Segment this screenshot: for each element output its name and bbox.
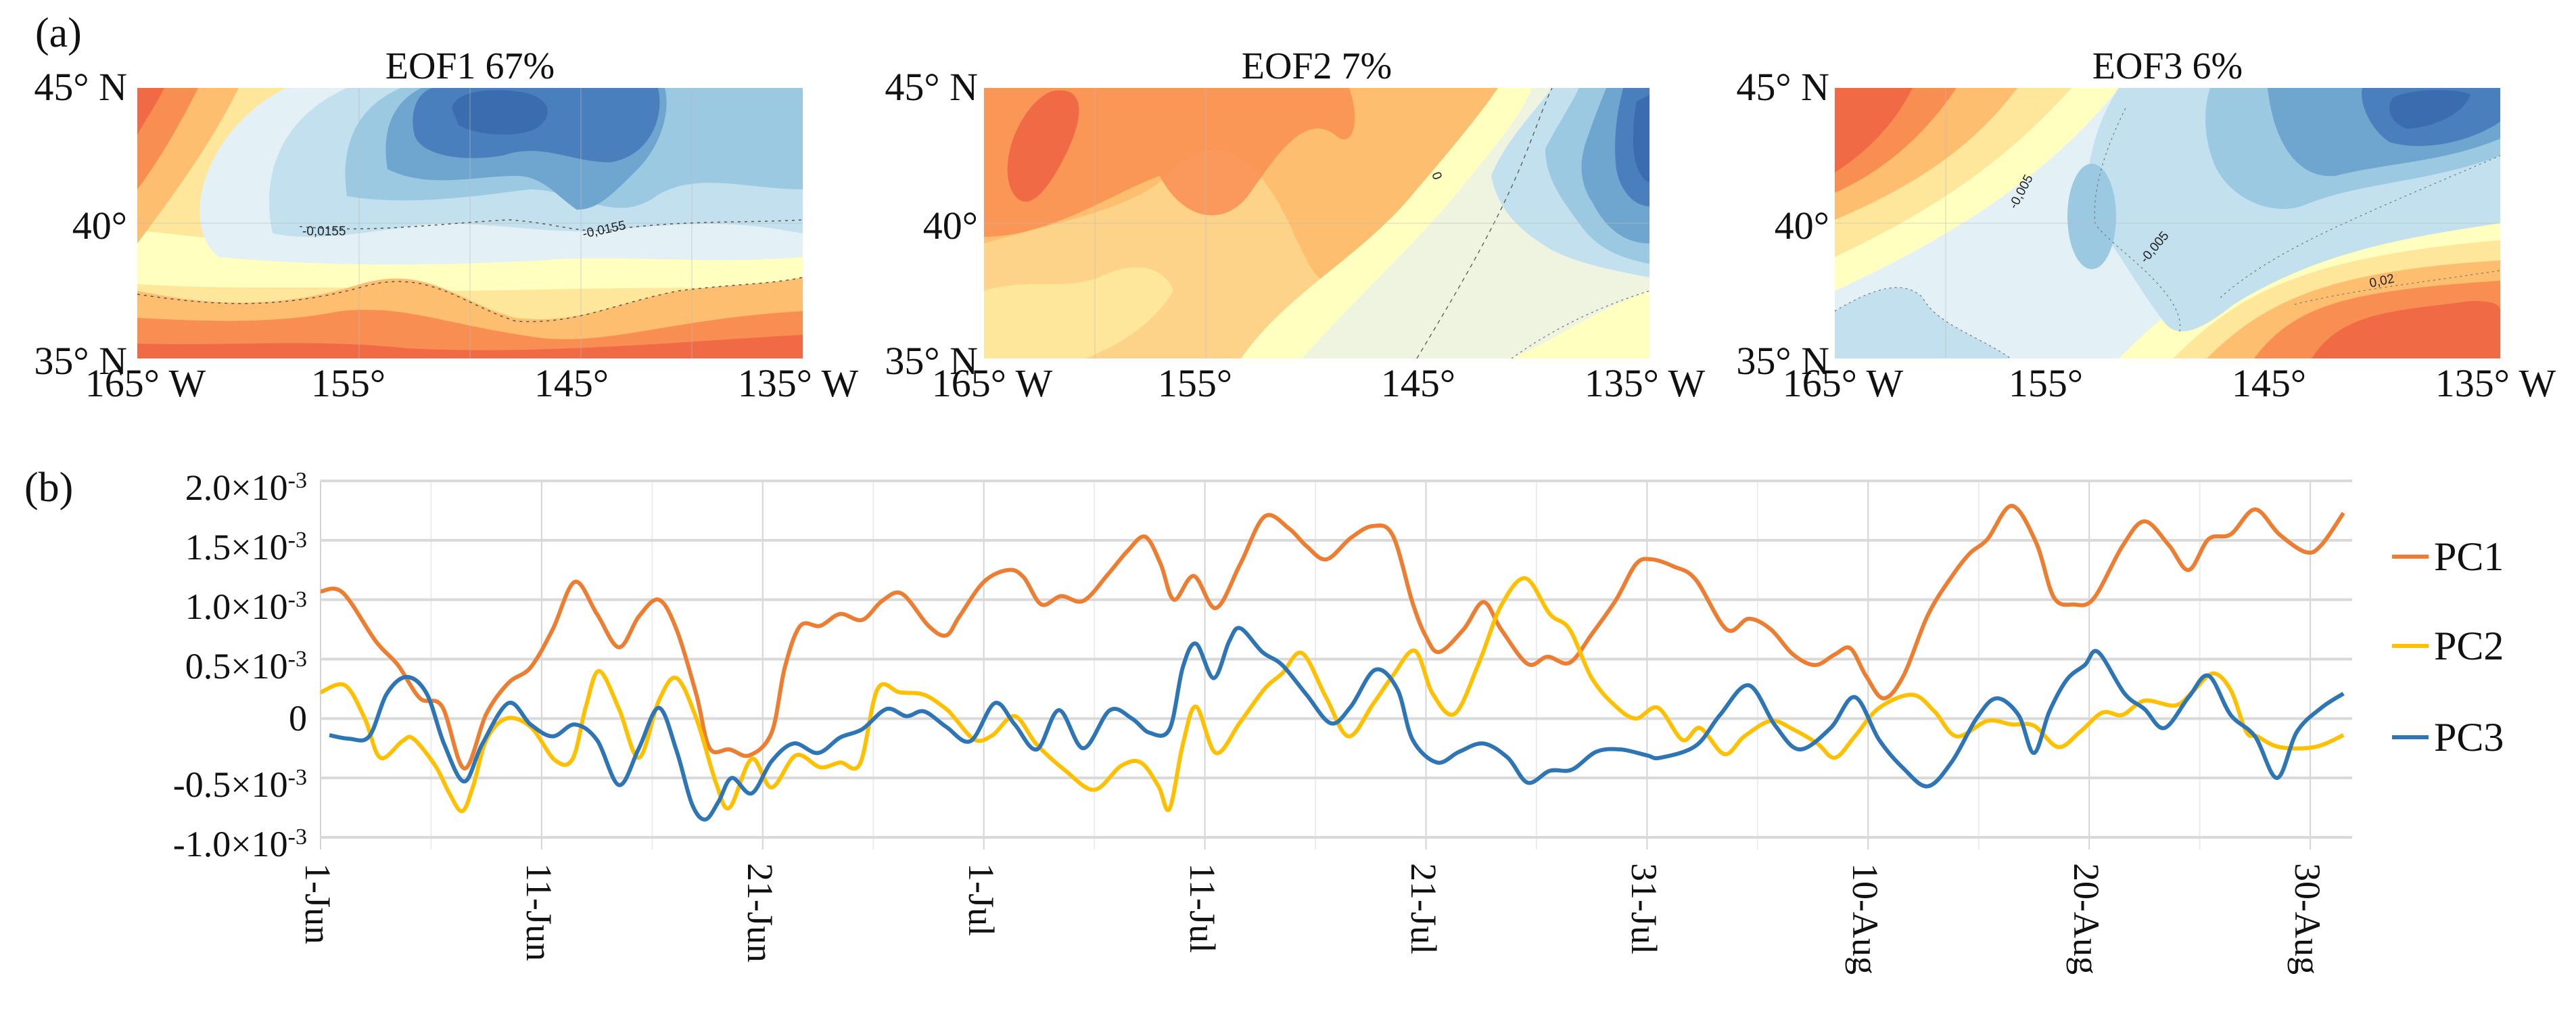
y-tick-base: 0.5×10: [185, 645, 288, 687]
y-tick-label: 0.5×10-3: [37, 641, 307, 684]
y-tick-base: 0: [289, 698, 307, 739]
lat-label-40: 40°: [922, 204, 978, 248]
eof3-title: EOF3 6%: [2092, 45, 2243, 87]
lon-label-145: 145°: [534, 361, 609, 405]
lat-label-35n: 35° N: [885, 339, 978, 383]
eof3-contour-plot: -0,005 -0,005 0,02: [1835, 88, 2500, 358]
y-tick-base: -1.0×10: [172, 824, 288, 864]
eof1-contour-plot: -0,0155 -0,0155: [137, 88, 803, 358]
y-tick-exponent: -3: [287, 527, 307, 553]
lat-label-40: 40°: [72, 204, 127, 248]
eof2-title: EOF2 7%: [1241, 45, 1392, 87]
legend-item-pc3: PC3: [2392, 715, 2504, 760]
x-tick-label: 20-Aug: [2066, 863, 2107, 975]
lat-label-45n: 45° N: [1736, 65, 1829, 109]
panel-a-label: (a): [35, 10, 82, 56]
y-tick-label: 1.5×10-3: [37, 522, 307, 565]
legend-label: PC2: [2434, 623, 2504, 668]
contour-label: -0,0155: [302, 225, 346, 239]
lon-label-165w: 165° W: [931, 361, 1053, 405]
lon-label-165w: 165° W: [1782, 361, 1904, 405]
y-tick-base: 1.0×10: [185, 586, 288, 627]
eof1-title: EOF1 67%: [385, 45, 555, 87]
lon-label-145: 145°: [1380, 361, 1456, 405]
legend-item-pc1: PC1: [2392, 534, 2504, 579]
series-line-pc3: [329, 626, 2345, 822]
x-tick-label: 11-Jul: [1181, 863, 1223, 953]
lon-label-165w: 165° W: [85, 361, 206, 405]
x-tick-label: 30-Aug: [2287, 863, 2328, 975]
legend-item-pc2: PC2: [2392, 624, 2504, 668]
x-tick-label: 11-Jun: [518, 863, 559, 961]
legend-swatch-pc1: [2392, 555, 2429, 559]
lon-label-145: 145°: [2231, 361, 2307, 405]
x-tick-label: 31-Jul: [1624, 863, 1665, 954]
chart-legend: PC1 PC2 PC3: [2392, 534, 2504, 760]
y-tick-base: 2.0×10: [185, 467, 288, 508]
lon-label-135w: 135° W: [2435, 361, 2556, 405]
lat-label-45n: 45° N: [34, 65, 127, 109]
chart-grid: [320, 480, 2352, 850]
lon-label-155: 155°: [1157, 361, 1233, 405]
y-tick-exponent: -3: [287, 586, 307, 612]
y-tick-exponent: -3: [287, 824, 307, 850]
y-tick-label: 2.0×10-3: [37, 463, 307, 506]
lon-label-155: 155°: [2008, 361, 2084, 405]
legend-label: PC1: [2434, 534, 2504, 579]
y-tick-exponent: -3: [287, 468, 307, 493]
y-tick-label: -0.5×10-3: [37, 760, 307, 803]
legend-swatch-pc2: [2392, 644, 2429, 648]
chart-series: [319, 503, 2345, 822]
y-tick-label: 0: [37, 700, 307, 737]
y-tick-base: 1.5×10: [185, 526, 288, 567]
legend-swatch-pc3: [2392, 735, 2429, 739]
eof1-map: -0,0155 -0,0155: [137, 88, 803, 358]
y-tick-exponent: -3: [287, 646, 307, 672]
lat-label-35n: 35° N: [1736, 339, 1829, 383]
lon-label-135w: 135° W: [1584, 361, 1706, 405]
series-line-pc2: [319, 576, 2345, 814]
legend-label: PC3: [2434, 714, 2504, 760]
x-tick-label: 1-Jul: [960, 863, 1002, 936]
panel-b-label: (b): [24, 465, 74, 511]
eof2-contour-plot: 0: [984, 88, 1649, 358]
series-line-pc1: [320, 503, 2345, 771]
y-tick-label: 1.0×10-3: [37, 582, 307, 625]
y-tick-label: -1.0×10-3: [37, 819, 307, 862]
eof3-map: -0,005 -0,005 0,02: [1835, 88, 2500, 358]
lon-label-155: 155°: [310, 361, 386, 405]
y-tick-exponent: -3: [287, 765, 307, 791]
x-tick-label: 21-Jun: [739, 863, 780, 962]
lat-label-45n: 45° N: [885, 65, 978, 109]
lat-label-40: 40°: [1774, 204, 1829, 248]
lat-label-35n: 35° N: [34, 339, 127, 383]
x-tick-label: 21-Jul: [1403, 863, 1444, 954]
x-tick-label: 1-Jun: [298, 863, 338, 944]
y-tick-base: -0.5×10: [172, 764, 288, 806]
lon-label-135w: 135° W: [737, 361, 859, 405]
x-tick-label: 10-Aug: [1845, 863, 1886, 975]
eof2-map: 0: [984, 88, 1649, 358]
